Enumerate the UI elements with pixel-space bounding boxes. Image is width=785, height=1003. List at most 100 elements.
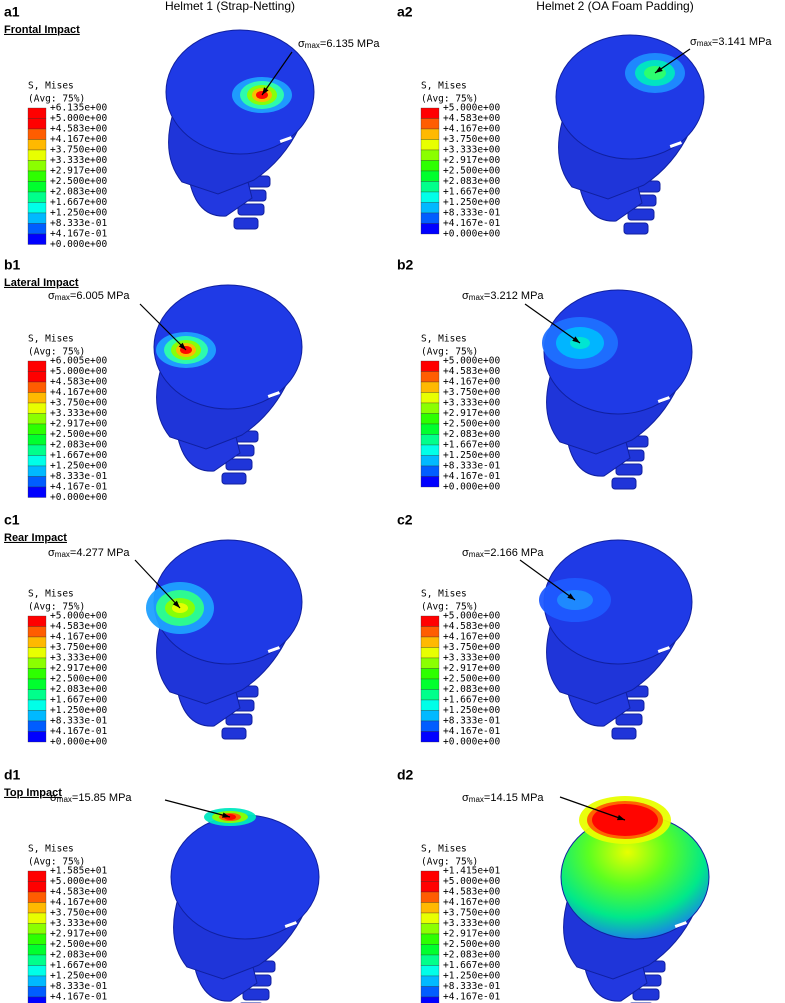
legend-title: (Avg: 75%) [28,857,85,868]
legend-label: +2.083e+00 [50,950,107,961]
legend-label: +3.333e+00 [50,408,107,419]
legend-label: +2.917e+00 [50,663,107,674]
legend-band [27,402,47,414]
legend-label: +4.167e-01 [443,726,500,737]
arrow-head [172,600,180,608]
legend-label: +8.333e-01 [443,208,500,219]
legend-label: +4.167e+00 [443,897,500,908]
legend-label: +4.583e+00 [50,377,107,388]
panel-id: c1 [4,512,20,528]
legend-band [27,444,47,456]
legend-band [27,423,47,435]
sigma-symbol: σ [48,547,55,559]
legend-band [420,202,440,214]
vertebra [242,988,270,1001]
legend-label: +1.667e+00 [443,960,500,971]
legend-label: +2.500e+00 [443,166,500,177]
stress-annotation: σmax=3.141 MPa [690,36,772,48]
legend-band [27,202,47,214]
legend-band [420,360,440,372]
legend-band [420,912,440,924]
legend-band [420,191,440,203]
sigma-symbol: σ [462,792,469,804]
legend-title: (Avg: 75%) [421,347,478,358]
legend-band [420,678,440,690]
legend-label: +2.083e+00 [50,187,107,198]
legend-label: +3.750e+00 [50,908,107,919]
legend-label: +2.917e+00 [443,155,500,166]
legend-band [420,160,440,172]
sigma-symbol: σ [48,290,55,302]
legend-label: +5.000e+00 [443,356,500,367]
ear-detail [284,921,297,928]
legend-label: +4.167e+00 [443,124,500,135]
stress-annotation: σmax=6.135 MPa [298,38,380,50]
legend-band [27,902,47,914]
legend-label: +3.333e+00 [443,653,500,664]
legend-label: +8.333e-01 [443,981,500,992]
vertebra [611,477,637,490]
legend-label: +1.585e+01 [50,866,107,877]
legend-band [27,107,47,119]
legend-band [27,647,47,659]
legend-band [27,434,47,446]
legend-band [420,615,440,627]
legend-band [420,954,440,966]
sigma-symbol: σ [462,290,469,302]
legend-label: +2.917e+00 [443,663,500,674]
legend-title: S, Mises [421,589,467,600]
legend-label: +2.083e+00 [50,440,107,451]
legend-label: +1.250e+00 [50,208,107,219]
legend-label: +4.583e+00 [443,887,500,898]
legend-label: +1.667e+00 [50,960,107,971]
skull [170,814,320,1003]
legend-label: +4.167e+00 [443,632,500,643]
legend-label: +5.000e+00 [50,113,107,124]
legend-label: +4.583e+00 [50,887,107,898]
legend-band [420,455,440,467]
sigma-subscript: max [697,39,712,48]
legend-label: +8.333e-01 [50,471,107,482]
legend-label: +3.750e+00 [50,642,107,653]
legend-band [27,455,47,467]
legend-band [420,149,440,161]
arrow [519,559,576,601]
legend-band [420,139,440,151]
legend-label: +4.167e+00 [443,377,500,388]
legend-band [420,170,440,182]
legend-label: +2.083e+00 [443,684,500,695]
vertebra [233,217,259,230]
vertebra [225,713,253,726]
legend-band [420,870,440,882]
cranium [555,34,705,160]
legend-title: S, Mises [421,81,467,92]
ear-detail [267,646,280,653]
legend-band [27,689,47,701]
legend-band [27,476,47,488]
legend-band [420,710,440,722]
legend-band [420,434,440,446]
legend-band [27,128,47,140]
sigma-subscript: max [469,550,484,559]
legend-band [27,954,47,966]
legend-band [420,923,440,935]
cranium [170,814,320,940]
legend-label: +4.583e+00 [50,621,107,632]
legend-label: +1.250e+00 [50,971,107,982]
impact-label: Top Impact [4,787,62,799]
arrow [139,303,187,351]
legend-band [420,996,440,1003]
panel-id: b2 [397,257,414,273]
panel-id: c2 [397,512,413,528]
legend-label: +2.083e+00 [50,684,107,695]
legend-band [27,986,47,998]
legend-band [420,657,440,669]
ear-detail [657,396,670,403]
legend-title: S, Mises [28,844,74,855]
ear-detail [669,141,682,148]
legend-band [420,891,440,903]
legend-label: +2.500e+00 [50,176,107,187]
legend-label: +2.083e+00 [443,176,500,187]
vertebra [627,208,655,221]
